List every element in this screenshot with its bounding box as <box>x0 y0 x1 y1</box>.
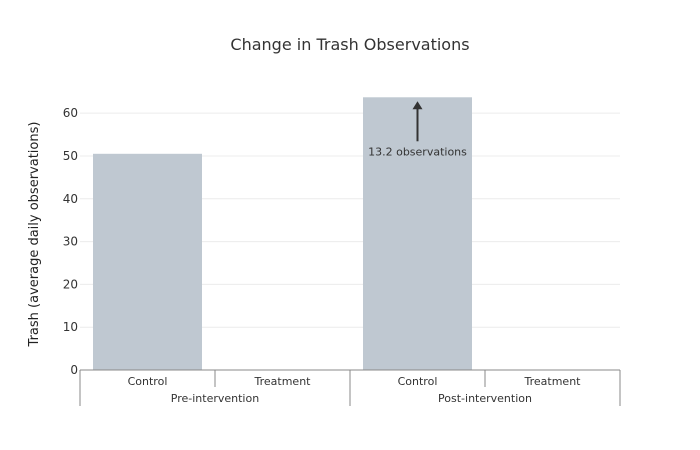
bars <box>93 97 472 371</box>
bar-pre-intervention-control <box>93 153 202 370</box>
annotation: 13.2 observations <box>368 101 467 158</box>
y-tick-label-60: 60 <box>63 106 78 120</box>
x-group-label-0: Pre-intervention <box>171 392 259 405</box>
labels: 0 10 20 30 40 50 60 Control Treatment Pre-interve… <box>63 106 581 405</box>
y-axis-title: Trash (average daily observations) <box>27 122 42 348</box>
x-category-label-1-1: Treatment <box>524 375 582 388</box>
y-tick-label-30: 30 <box>63 235 78 249</box>
annotation-arrow-head <box>412 101 423 110</box>
axes <box>79 369 621 406</box>
y-tick-label-20: 20 <box>63 277 78 291</box>
bar-post-intervention-control <box>363 97 472 371</box>
y-tick-label-50: 50 <box>63 149 78 163</box>
y-tick-label-0: 0 <box>70 363 78 377</box>
x-category-label-1-0: Control <box>398 375 438 388</box>
y-tick-label-10: 10 <box>63 320 78 334</box>
annotation-label: 13.2 observations <box>368 145 467 158</box>
chart-title: Change in Trash Observations <box>230 35 469 54</box>
x-group-label-1: Post-intervention <box>438 392 532 405</box>
y-tick-label-40: 40 <box>63 192 78 206</box>
x-category-label-0-0: Control <box>128 375 168 388</box>
x-category-label-0-1: Treatment <box>254 375 312 388</box>
